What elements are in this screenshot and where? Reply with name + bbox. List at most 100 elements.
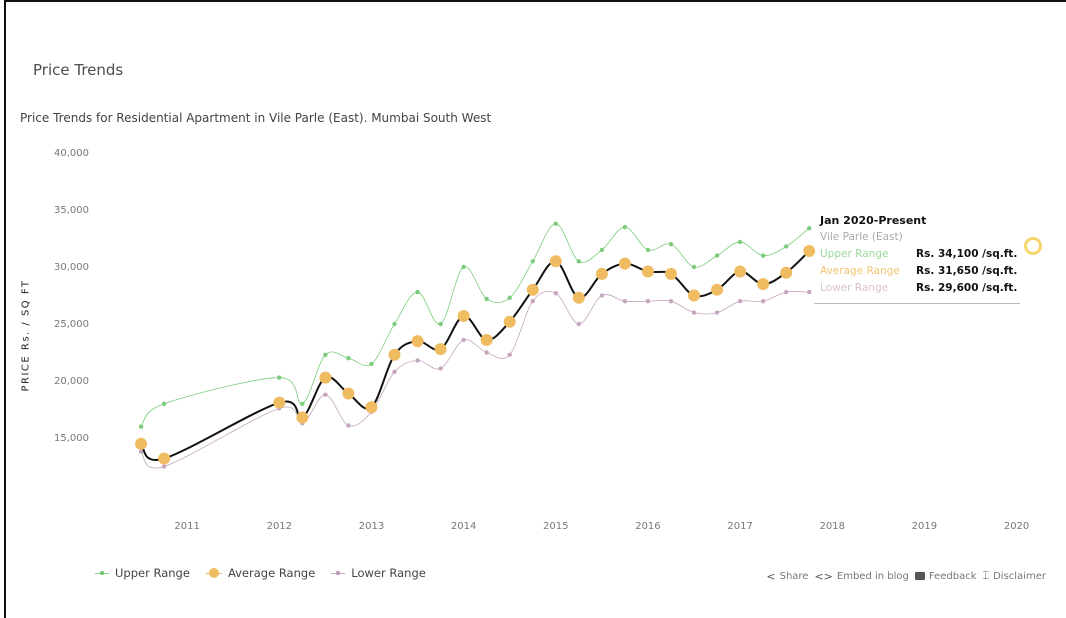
average-range-line [140,250,810,461]
average-range-point [273,396,286,409]
info-icon: ⌶ [982,569,990,582]
lower-range-point [576,321,582,327]
chart-actions: < Share <> Embed in blog Feedback ⌶ Disc… [766,569,1046,583]
average-range-point [757,278,770,291]
lower-range-line [140,290,810,469]
average-range-point [664,267,677,280]
upper-range-point [138,424,144,429]
upper-range-point [553,221,558,226]
x-tick-label: 2016 [635,521,660,532]
tooltip-lower-label: Lower Range [820,282,889,294]
average-range-point [780,266,793,279]
average-range-point [803,245,816,258]
lower-range-point [645,299,651,304]
upper-range-point [645,247,651,253]
lower-range-point [668,299,674,304]
upper-range-point [668,242,674,247]
average-range-point [688,289,701,302]
legend-lower-label: Lower Range [351,566,426,580]
upper-range-point [737,239,743,245]
upper-range-point [622,224,628,230]
legend-average-label: Average Range [227,566,316,580]
chart-subtitle: Price Trends for Residential Apartment i… [20,111,492,125]
average-range-point [526,283,539,296]
lower-range-point [346,423,351,428]
lower-range-point [392,369,397,375]
share-label: Share [779,570,809,582]
upper-range-point [530,259,535,264]
x-tick-label: 2017 [727,521,752,532]
average-range-point [411,335,424,348]
average-range-point [572,291,585,304]
upper-range-point [760,253,766,258]
average-range-point [342,387,355,400]
disclaimer-button[interactable]: ⌶ Disclaimer [983,569,1047,583]
upper-range-point [714,253,720,258]
average-range-point [457,310,470,323]
page-title: Price Trends [33,61,124,79]
upper-range-point [161,401,167,406]
y-axis-ticks: 40,000 35,000 30,000 25,000 20,000 15,000 [54,148,89,444]
tooltip-row-average: Average Range Rs. 31,650 /sq.ft. [820,263,1020,280]
upper-range-point [323,352,328,357]
tooltip-upper-value: Rs. 34,100 /sq.ft. [916,248,1018,260]
average-range-point [365,401,378,414]
upper-range-point [369,361,374,367]
average-range-point [434,343,447,356]
average-range-point [549,255,562,268]
tooltip-location: Vile Parle (East) [820,231,903,243]
code-icon: <> [814,569,833,583]
x-tick-label: 2012 [267,521,292,532]
upper-range-point [277,375,282,380]
legend-lower-range[interactable]: Lower Range [331,566,426,580]
average-range-point [595,267,608,280]
lower-range-point [484,350,489,355]
tooltip-row-lower: Lower Range Rs. 29,600 /sq.ft. [820,280,1020,297]
average-range-point [480,333,493,346]
lower-range-point [323,392,328,397]
y-tick-label: 25,000 [54,319,89,330]
lower-range-point [714,310,720,315]
average-range-point [296,411,309,424]
lower-range-point [530,299,535,304]
average-range-point [734,265,747,278]
x-tick-label: 2015 [543,521,568,532]
lower-range-point [622,299,628,304]
legend-upper-label: Upper Range [115,566,190,580]
chart-tooltip: Jan 2020-Present Vile Parle (East) Upper… [814,212,1020,304]
embed-label: Embed in blog [836,570,909,582]
upper-range-line [140,223,810,427]
lower-range-point [783,289,789,295]
upper-range-point [392,321,397,327]
disclaimer-label: Disclaimer [993,570,1046,582]
tooltip-lower-value: Rs. 29,600 /sq.ft. [916,282,1018,294]
x-tick-label: 2011 [174,521,199,532]
x-axis-ticks: 2011 2012 2013 2014 2015 2016 2017 2018 2019 2020 [174,521,1029,532]
upper-range-point [599,247,605,253]
share-button[interactable]: < Share [766,570,808,583]
hover-ring-marker [1024,237,1042,255]
legend-upper-range[interactable]: Upper Range [95,566,190,580]
upper-range-point [783,244,789,249]
upper-range-point [576,259,582,264]
embed-button[interactable]: <> Embed in blog [814,570,908,583]
share-icon: < [766,569,776,583]
chart-series [135,221,816,469]
average-range-point [641,265,654,278]
y-tick-label: 20,000 [54,376,89,387]
upper-range-point [691,264,697,270]
tooltip-average-label: Average Range [820,265,900,277]
chart-legend: Upper Range Average Range Lower Range [95,566,426,580]
lower-range-point [807,289,812,295]
feedback-button[interactable]: Feedback [914,571,977,582]
average-range-point [319,371,332,384]
x-tick-label: 2014 [451,521,476,532]
comment-icon [914,572,925,580]
average-range-point [158,452,171,465]
tooltip-upper-label: Upper Range [820,248,889,260]
x-tick-label: 2020 [1004,521,1029,532]
frame-left-border [4,0,6,618]
y-tick-label: 30,000 [54,262,89,273]
legend-average-range[interactable]: Average Range [205,566,316,580]
